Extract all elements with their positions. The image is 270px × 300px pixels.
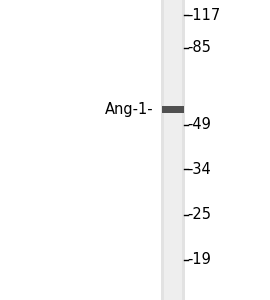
Text: -25: -25 — [188, 207, 212, 222]
Text: -34: -34 — [188, 162, 211, 177]
Text: -117: -117 — [188, 8, 221, 22]
Bar — [161, 0, 185, 300]
Text: Ang-1-: Ang-1- — [105, 102, 154, 117]
Text: -19: -19 — [188, 252, 211, 267]
Text: -49: -49 — [188, 117, 211, 132]
Bar — [164, 0, 182, 300]
Text: -85: -85 — [188, 40, 211, 56]
Bar — [162, 106, 184, 113]
